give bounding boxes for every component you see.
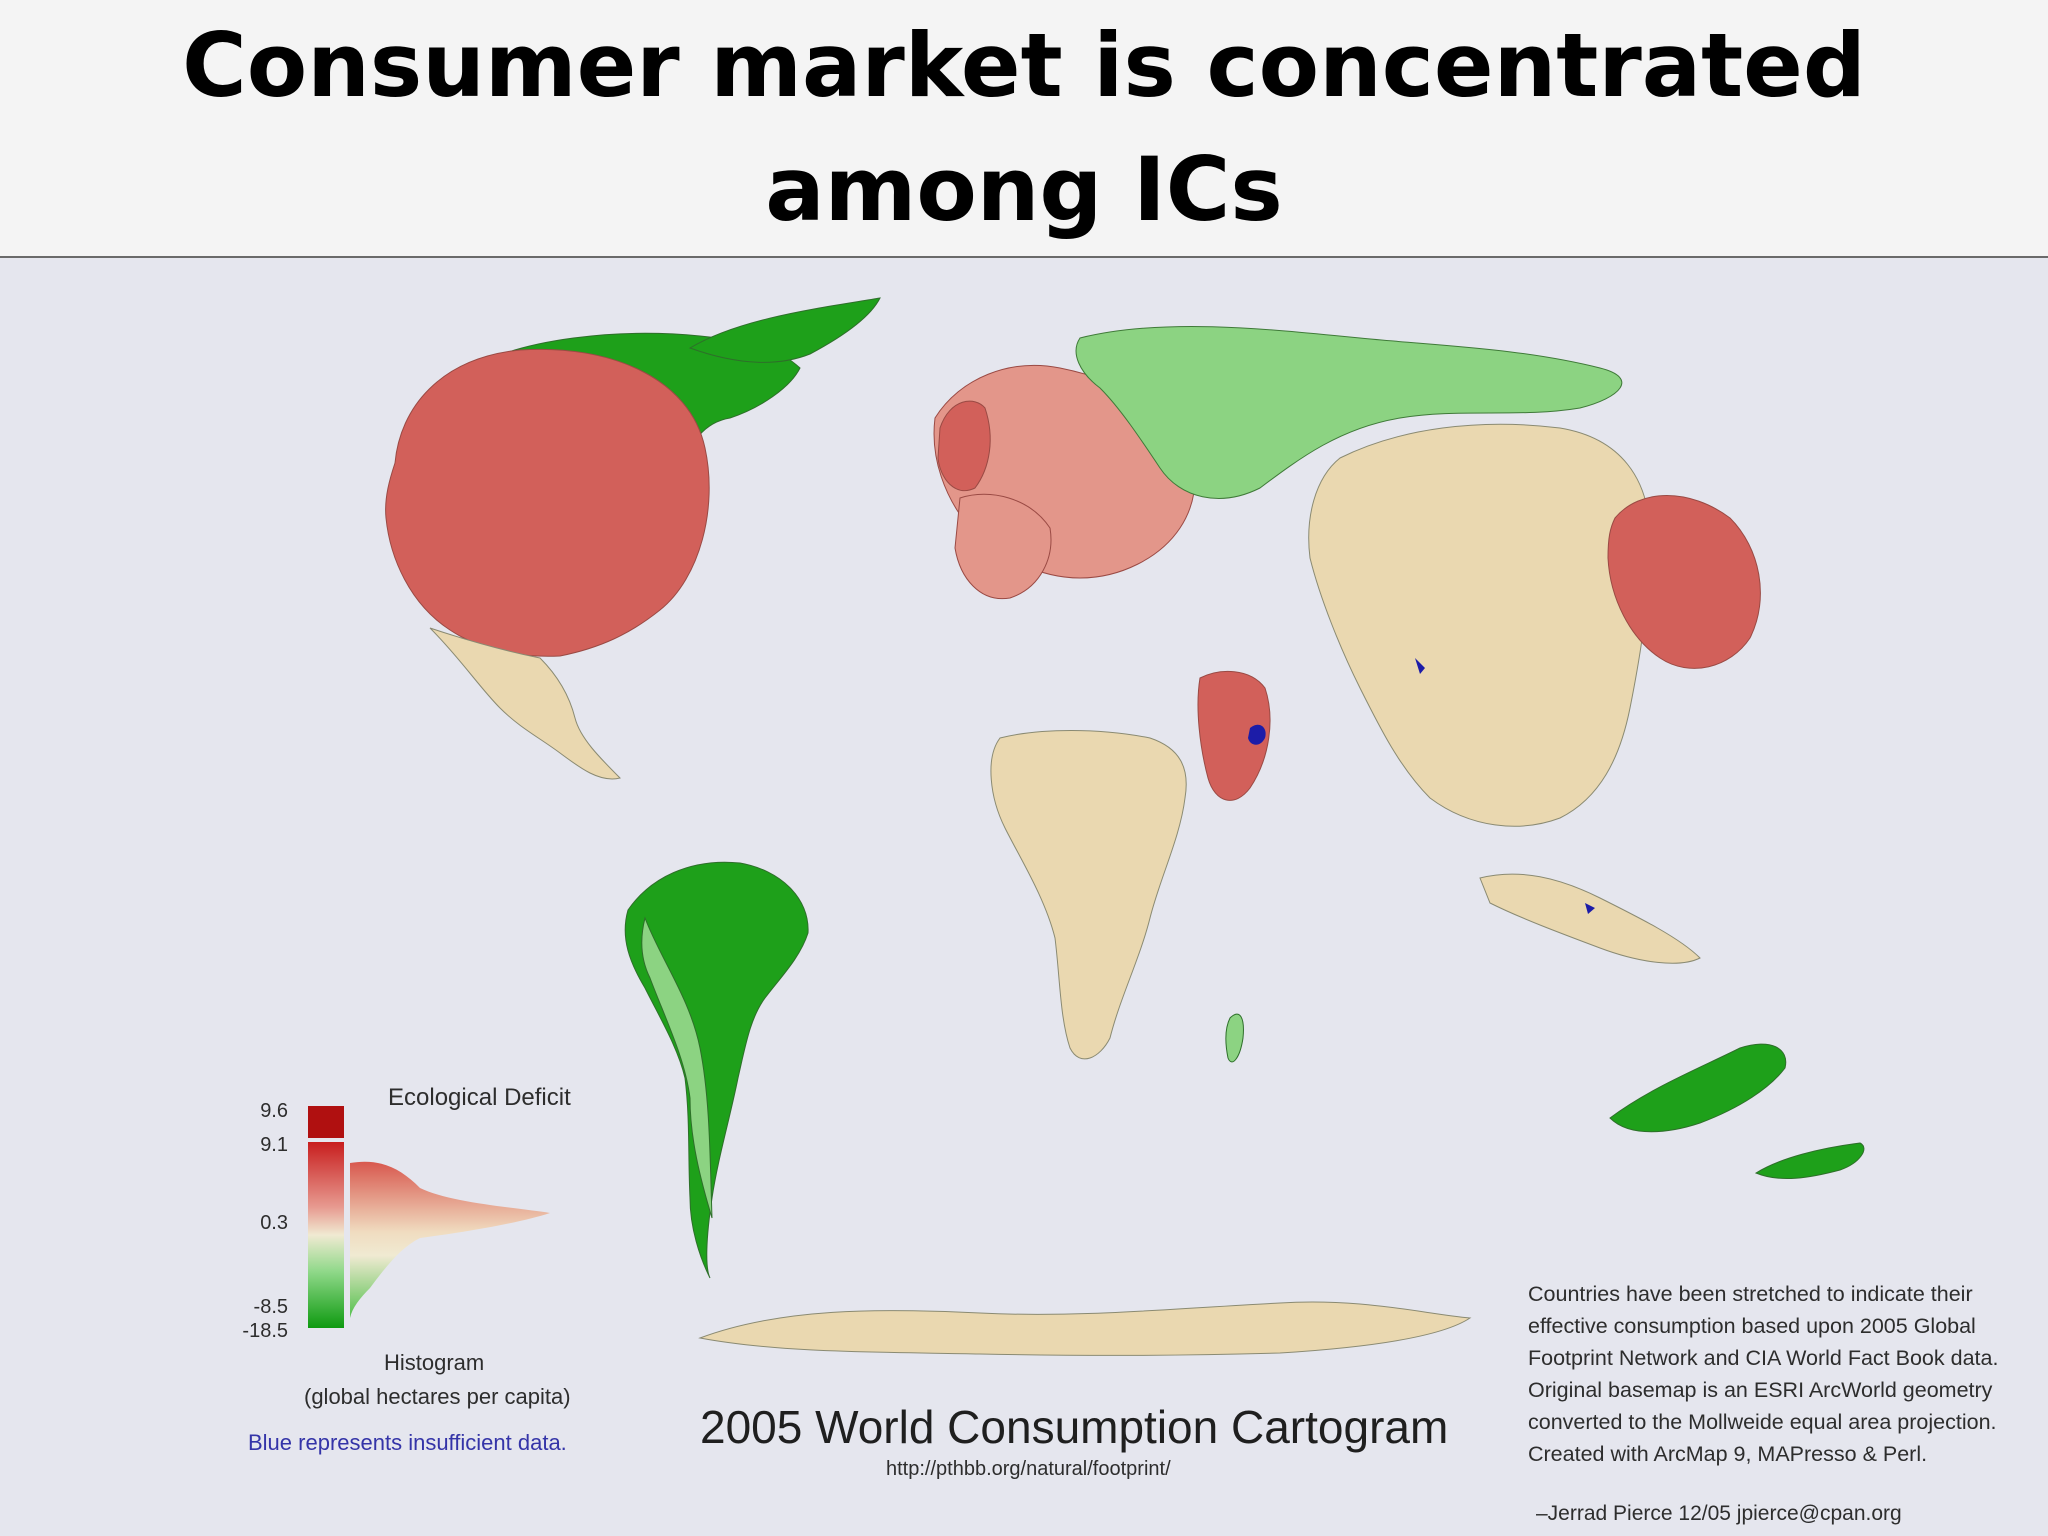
region-south-america [624, 861, 809, 1279]
legend-tick: -18.5 [242, 1320, 288, 1342]
region-madagascar [1225, 1013, 1244, 1063]
region-australia [1609, 1043, 1787, 1133]
region-new-zealand [1754, 1142, 1865, 1180]
region-andes [641, 916, 713, 1219]
legend-histogram-label: Histogram [384, 1350, 485, 1375]
insufficient-data-mark [1415, 658, 1425, 674]
region-usa [385, 348, 710, 657]
region-russia [1075, 325, 1623, 499]
map-signature: –Jerrad Pierce 12/05 jpierce@cpan.org [1536, 1502, 1902, 1525]
legend-tick: 9.1 [260, 1134, 288, 1156]
caption-line: Original basemap is an ESRI ArcWorld geo… [1528, 1378, 1993, 1402]
caption-line: effective consumption based upon 2005 Gl… [1528, 1314, 1976, 1338]
caption-line: Footprint Network and CIA World Fact Boo… [1528, 1346, 1999, 1370]
legend-note: Blue represents insufficient data. [248, 1430, 567, 1455]
region-uk [937, 400, 991, 492]
slide-header: Consumer market is concentrated among IC… [0, 0, 2048, 258]
caption-line: Created with ArcMap 9, MAPresso & Perl. [1528, 1442, 1928, 1466]
map-title: 2005 World Consumption Cartogram [700, 1401, 1449, 1453]
legend-tick: -8.5 [253, 1296, 288, 1318]
caption-line: converted to the Mollweide equal area pr… [1528, 1410, 1997, 1434]
legend-title: Ecological Deficit [388, 1084, 571, 1111]
slide-title: Consumer market is concentrated among IC… [182, 14, 1866, 241]
region-antarctica [698, 1301, 1472, 1356]
cartogram-svg [308, 297, 1865, 1356]
legend-units: (global hectares per capita) [304, 1384, 571, 1409]
region-asia [1308, 423, 1651, 827]
region-mexico [429, 627, 621, 780]
region-middle-east [1197, 670, 1271, 801]
legend-top-swatch [308, 1106, 344, 1138]
legend-tick: 9.6 [260, 1100, 288, 1122]
map-url: http://pthbb.org/natural/footprint/ [886, 1458, 1171, 1480]
caption-line: Countries have been stretched to indicat… [1528, 1282, 1973, 1306]
legend-color-bar [308, 1142, 344, 1328]
insufficient-data-mark [1248, 724, 1266, 745]
cartogram-map: Ecological Deficit 9.6 9.1 0.3 -8.5 -18.… [0, 258, 2048, 1536]
insufficient-data-mark [1585, 903, 1595, 914]
legend-tick: 0.3 [260, 1212, 288, 1234]
region-japan [1607, 495, 1761, 669]
region-iberia-france [954, 493, 1052, 600]
region-southeast-asia [1479, 873, 1701, 964]
region-greenland [688, 297, 881, 363]
legend-histogram [350, 1161, 550, 1318]
map-caption: Countries have been stretched to indicat… [1528, 1278, 2048, 1470]
region-africa [990, 730, 1187, 1060]
